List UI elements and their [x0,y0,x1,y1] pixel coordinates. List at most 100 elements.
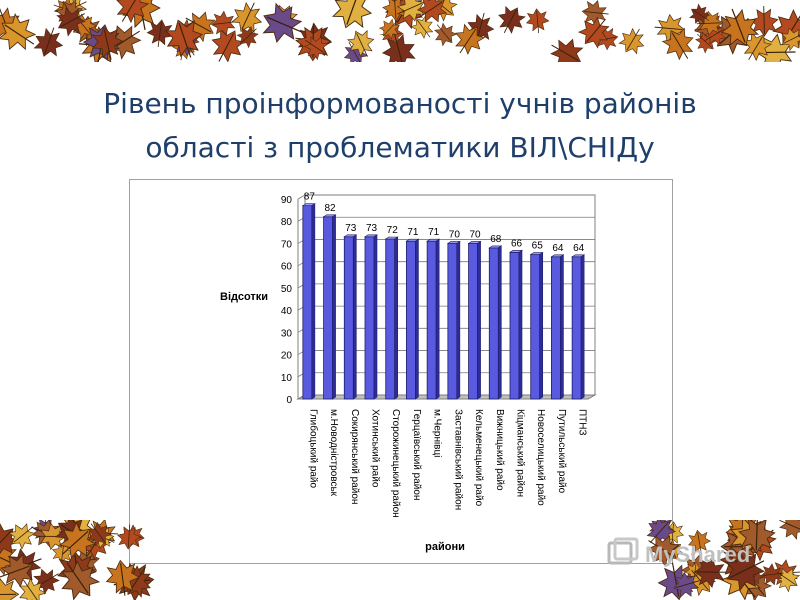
data-label: 64 [552,243,564,254]
leaf-icon [346,29,375,58]
y-tick-label: 70 [281,239,293,250]
autumn-leaves-border-bottom [0,520,800,600]
bar [488,245,503,400]
gridline-diagonal [297,194,306,200]
bar [467,240,482,400]
y-tick-label: 0 [286,395,292,406]
x-tick-label: Заставнівський район [452,409,463,510]
x-tick-label: Сокирянський район [349,409,360,504]
data-label: 73 [366,223,378,234]
y-tick-label: 10 [281,373,293,384]
leaf-icon [779,520,800,540]
data-label: 65 [532,241,544,252]
y-tick-label: 90 [281,195,293,206]
bar [571,254,586,400]
x-tick-label: Хотинський райо [370,409,381,488]
x-tick-label: Герцаївський район [411,409,422,500]
leaf-icon [498,5,526,34]
leaf-icon [56,7,86,37]
y-tick-label: 40 [281,306,293,317]
data-label: 70 [449,229,461,240]
x-tick-label: м.Чернівці [432,409,443,457]
leaf-icon [91,26,124,60]
leaf-icon [581,0,609,26]
bar [426,238,441,400]
leaf-icon [743,31,772,62]
data-label: 71 [428,227,440,238]
leaf-icon [117,524,141,550]
leaf-icon [8,523,36,550]
watermark: MyShared [605,535,775,575]
leaf-icon [781,27,800,52]
x-axis-label: райони [425,541,465,553]
y-tick-label: 50 [281,284,293,295]
leaf-icon [0,578,20,600]
leaf-icon [434,22,458,47]
watermark-text: MyShared [645,542,750,567]
leaf-icon [60,560,101,600]
bar-chart: 0 10 20 30 40 50 60 70 80 90 Відсотки 87 Глибоцький … [220,192,597,553]
x-tick-label: Новоселицький райо [535,409,546,506]
x-tick-label: Кіцманський район [515,409,526,497]
bar [529,251,544,400]
leaf-icon [58,521,97,559]
data-label: 73 [345,223,357,234]
bar [322,214,337,400]
data-label: 71 [407,227,419,238]
bar [343,234,358,400]
leaf-icon [18,577,47,600]
bar [550,254,565,400]
leaf-icon [455,23,486,55]
leaf-icon [396,0,425,22]
leaf-icon [724,551,766,592]
bar [384,236,399,400]
leaf-icon [696,10,724,36]
data-label: 82 [325,203,337,214]
x-tick-label: ПТНЗ [577,409,588,436]
data-label: 64 [573,243,585,254]
x-tick-label: м.Новодністровськ [328,409,339,497]
leaf-icon [577,16,610,49]
leaf-icon [146,19,173,48]
leaf-icon [87,521,112,547]
leaf-icon [105,559,140,596]
leaf-icon [693,556,728,589]
leaf-icon [689,3,711,24]
bar [364,234,378,400]
y-tick-label: 80 [281,217,293,228]
leaf-icon [646,535,680,568]
leaf-icon [760,563,784,586]
data-label: 87 [304,192,316,203]
data-label: 70 [470,229,482,240]
x-tick-label: Вижницький райо [494,409,505,491]
leaf-icon [0,540,17,576]
leaf-icon [262,2,303,44]
leaf-icon [661,27,694,61]
data-label: 72 [387,225,399,236]
x-tick-label: Путильський райо [556,409,567,494]
leaf-icon [331,0,373,29]
data-label: 66 [511,238,523,249]
leaf-icon [618,27,645,55]
y-tick-label: 30 [281,328,293,339]
leaf-icon [378,18,400,40]
leaf-icon [33,27,64,57]
leaf-icon [116,0,150,24]
autumn-leaves-border-top [0,0,800,62]
plot-floor [296,394,597,400]
y-tick-label: 20 [281,351,293,362]
leaf-icon [416,0,448,23]
slide-title: Рівень проінформованості учнів районів о… [40,82,760,170]
bar [446,240,461,400]
leaf-icon [231,2,263,33]
x-tick-label: Кельменецький райо [473,409,484,507]
bar [301,203,316,400]
slide-title-line-2: області з проблематики ВІЛ\СНІДу [145,131,655,164]
data-label: 68 [490,234,502,245]
leaf-icon [164,19,204,58]
leaf-icon [720,8,759,47]
leaf-icon [381,33,416,62]
leaf-icon [749,6,779,37]
watermark-logo-icon: MyShared [607,537,750,567]
leaf-icon [525,8,550,34]
